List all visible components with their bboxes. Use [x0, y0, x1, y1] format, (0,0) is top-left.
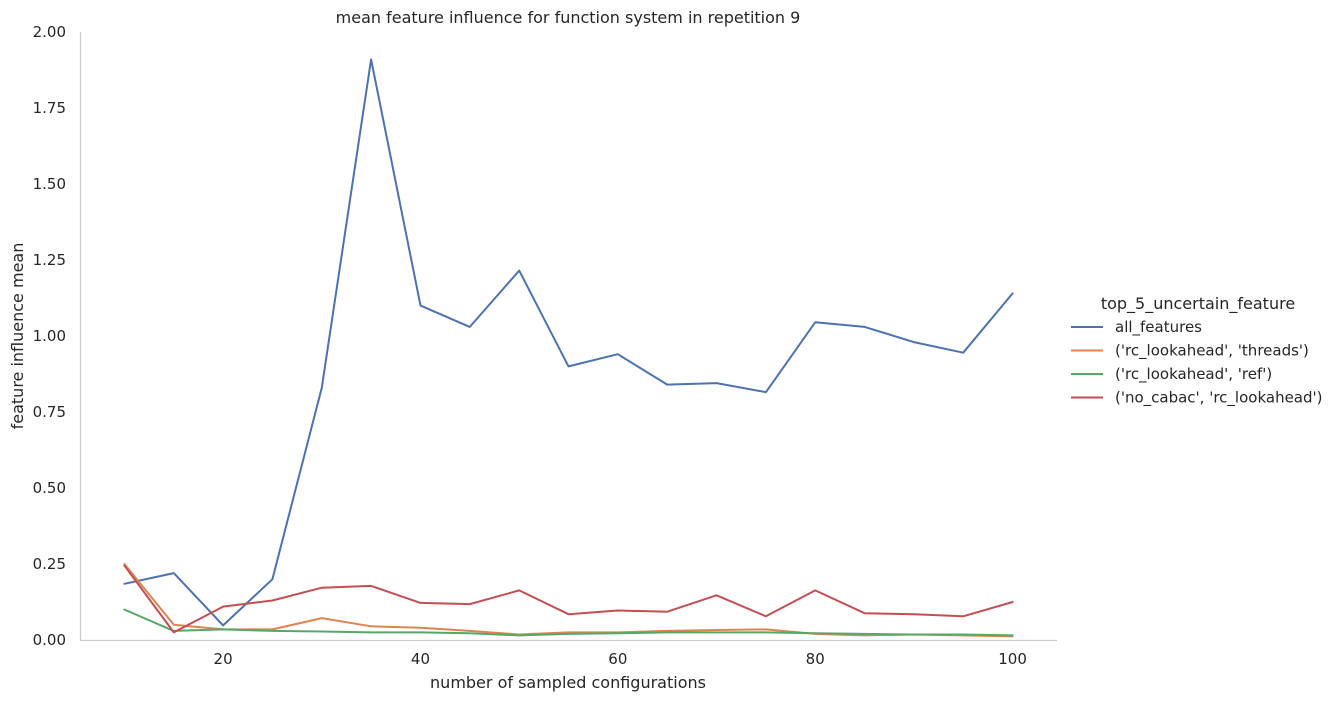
y-tick-label: 2.00: [33, 23, 66, 41]
y-tick-label: 1.75: [33, 99, 66, 117]
y-tick-label: 1.25: [33, 251, 66, 269]
x-tick-label: 20: [214, 650, 233, 668]
y-tick-label: 0.50: [33, 479, 66, 497]
y-axis-title: feature influence mean: [8, 243, 27, 430]
x-tick-label: 60: [608, 650, 627, 668]
x-tick-label: 40: [411, 650, 430, 668]
y-tick-label: 1.00: [33, 327, 66, 345]
series-line-0: [123, 58, 1014, 627]
legend-label-1: ('rc_lookahead', 'threads'): [1115, 342, 1309, 361]
y-tick-label: 0.75: [33, 403, 66, 421]
y-tick-label: 0.00: [33, 631, 66, 649]
x-axis-title: number of sampled configurations: [430, 673, 706, 692]
y-tick-label: 0.25: [33, 555, 66, 573]
plot-area: 0.00 0.25 0.50 0.75 1.00 1.25 1.50 1.75 2.00 20 4…: [33, 23, 1057, 668]
legend-title: top_5_uncertain_feature: [1101, 294, 1295, 314]
series-line-2: [123, 608, 1014, 637]
series-line-3: [123, 564, 1014, 634]
chart-title: mean feature influence for function syst…: [336, 8, 801, 27]
series-line-1: [123, 563, 1014, 638]
legend: top_5_uncertain_feature all_features ('rc…: [1071, 294, 1323, 408]
legend-label-2: ('rc_lookahead', 'ref'): [1115, 365, 1272, 384]
series-lines: [123, 58, 1014, 638]
legend-label-3: ('no_cabac', 'rc_lookahead'): [1115, 389, 1323, 408]
x-tick-label: 80: [806, 650, 825, 668]
legend-label-0: all_features: [1115, 318, 1202, 337]
y-tick-labels: 0.00 0.25 0.50 0.75 1.00 1.25 1.50 1.75 2.00: [33, 23, 66, 649]
x-tick-label: 100: [998, 650, 1027, 668]
y-tick-label: 1.50: [33, 175, 66, 193]
x-tick-labels: 20 40 60 80 100: [214, 650, 1027, 668]
